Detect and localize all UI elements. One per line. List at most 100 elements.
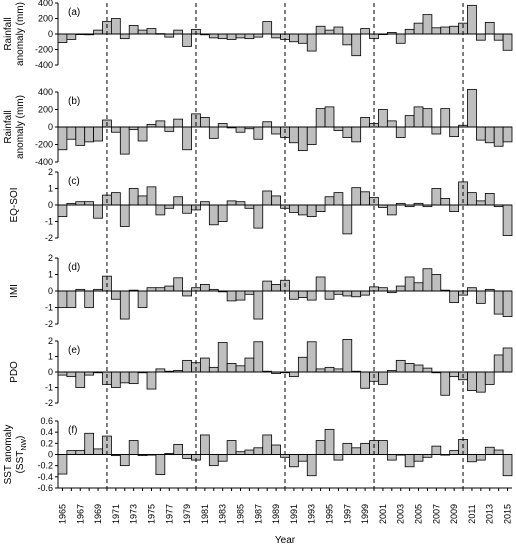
- bar: [137, 290, 148, 308]
- y-tick-label: -0.6: [37, 483, 53, 493]
- bar: [182, 290, 192, 297]
- y-tick-label: 200: [38, 14, 53, 24]
- y-tick-label: 2: [48, 253, 53, 263]
- bar: [404, 454, 415, 468]
- bar: [137, 195, 148, 206]
- y-tick-label: -200: [35, 140, 53, 150]
- bar: [467, 88, 477, 128]
- bar: [208, 204, 219, 226]
- x-tick-label: 1977: [164, 504, 174, 524]
- bar: [440, 197, 451, 206]
- bar: [93, 448, 103, 455]
- y-tick-label: 0: [48, 122, 53, 132]
- bar: [404, 28, 415, 35]
- bar: [271, 444, 281, 455]
- bar: [75, 371, 86, 388]
- bar: [253, 341, 264, 373]
- bar: [386, 120, 397, 128]
- bar: [253, 290, 264, 320]
- bar: [66, 126, 77, 140]
- x-tick-label: 1969: [93, 504, 103, 524]
- bar: [137, 126, 148, 142]
- bar: [173, 196, 184, 206]
- bar: [262, 280, 273, 292]
- bar: [217, 123, 228, 128]
- bar: [217, 204, 228, 222]
- bar: [484, 193, 495, 206]
- bar: [360, 28, 370, 35]
- bar: [93, 126, 103, 142]
- bar: [467, 454, 477, 463]
- bar: [226, 290, 237, 302]
- bar: [146, 28, 157, 35]
- bar: [324, 196, 335, 206]
- bar: [484, 446, 495, 455]
- bar: [128, 25, 139, 35]
- bar: [119, 204, 130, 227]
- y-tick-label: -0.2: [37, 461, 53, 471]
- x-axis-label: Year: [275, 535, 296, 546]
- x-tick-label: 2005: [414, 504, 424, 524]
- bar: [57, 126, 68, 151]
- bar: [297, 290, 308, 298]
- bar: [253, 126, 264, 140]
- bar: [493, 449, 504, 455]
- bar: [324, 290, 335, 300]
- bar: [271, 195, 281, 206]
- bar: [395, 126, 406, 138]
- bar: [413, 22, 424, 35]
- bar: [253, 447, 264, 455]
- x-tick-label: 1967: [75, 504, 85, 524]
- bar: [137, 29, 148, 35]
- bar: [324, 29, 335, 35]
- y-tick-label: -1: [45, 383, 53, 393]
- bar: [324, 106, 335, 128]
- bar: [386, 454, 397, 461]
- bar: [217, 33, 228, 40]
- bar: [93, 29, 103, 35]
- bar: [440, 371, 451, 396]
- bar: [146, 371, 157, 390]
- bar: [315, 440, 326, 455]
- bar: [173, 444, 184, 455]
- bar: [289, 126, 299, 144]
- bar: [342, 33, 353, 46]
- x-tick-label: 1973: [129, 504, 139, 524]
- bar: [182, 204, 192, 214]
- y-tick-label: 2: [48, 336, 53, 346]
- bar: [111, 290, 121, 300]
- y-tick-label: 0.6: [40, 416, 53, 426]
- x-tick-label: 1971: [111, 504, 121, 524]
- bar: [351, 33, 362, 57]
- bar: [360, 116, 370, 128]
- bar: [449, 290, 459, 303]
- panel-tag: (a): [68, 7, 80, 18]
- bar: [431, 445, 442, 455]
- bar: [164, 126, 175, 132]
- y-axis-label: anomaly (mm): [15, 95, 26, 159]
- x-tick-label: 1995: [325, 504, 335, 524]
- bar: [200, 283, 210, 292]
- bar: [306, 290, 317, 301]
- bar: [395, 285, 406, 292]
- y-tick-label: 1: [48, 270, 53, 280]
- x-tick-label: 2015: [503, 504, 513, 524]
- panel-c: -2 -1 0 1 2 (c) EQ-SOI: [9, 167, 513, 243]
- y-tick-label: -2: [45, 319, 53, 329]
- bar: [235, 126, 246, 133]
- bar: [449, 450, 459, 455]
- y-tick-label: 400: [38, 87, 53, 97]
- bar: [57, 290, 68, 308]
- y-tick-label: 0: [48, 286, 53, 296]
- bar: [449, 25, 459, 35]
- bar: [271, 33, 281, 39]
- bar: [502, 204, 513, 236]
- bar: [502, 33, 513, 51]
- bar: [84, 432, 95, 455]
- bar: [164, 285, 175, 292]
- bar: [182, 454, 192, 459]
- bar: [475, 371, 486, 393]
- panel-tag: (b): [68, 96, 80, 107]
- bar: [422, 108, 433, 128]
